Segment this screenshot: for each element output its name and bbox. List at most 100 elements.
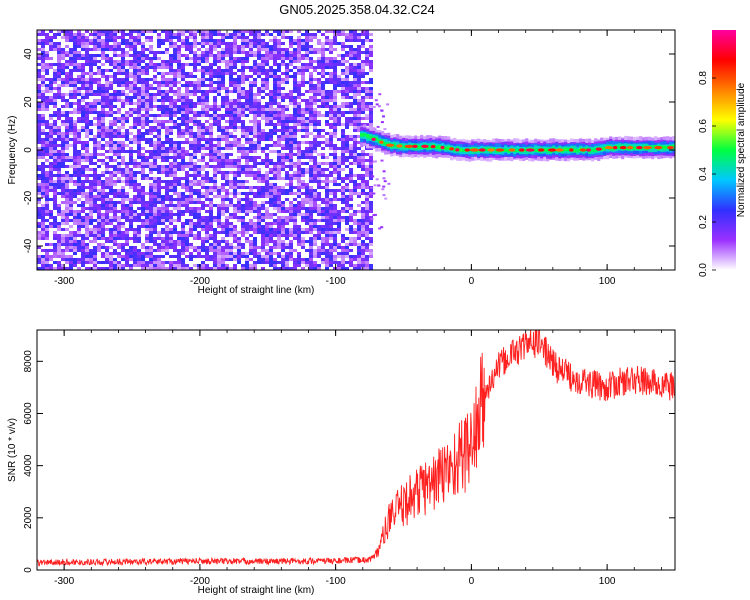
heatmap-cell [117,246,121,249]
heatmap-cell [125,240,129,243]
heatmap-cell [209,219,213,222]
heatmap-cell [261,72,265,75]
heatmap-cell [37,174,41,177]
heatmap-cell [149,219,153,222]
heatmap-cell [113,63,117,66]
heatmap-cell [357,129,361,132]
heatmap-cell [281,117,285,120]
heatmap-cell [305,120,309,123]
heatmap-cell [89,252,93,255]
heatmap-cell [185,123,189,126]
heatmap-cell [145,93,149,96]
heatmap-cell [201,216,205,219]
heatmap-cell [221,33,225,36]
heatmap-cell [49,66,53,69]
heatmap-cell [305,117,309,120]
heatmap-cell [229,162,233,165]
heatmap-cell [37,138,41,141]
heatmap-cell [201,78,205,81]
heatmap-cell [121,150,125,153]
heatmap-cell [73,180,77,183]
heatmap-cell [305,36,309,39]
heatmap-cell [189,84,193,87]
heatmap-cell [117,72,121,75]
heatmap-cell [361,243,365,246]
heatmap-cell [277,69,281,72]
heatmap-cell [265,213,269,216]
heatmap-cell [353,90,357,93]
heatmap-cell [233,111,237,114]
heatmap-cell [173,93,177,96]
heatmap-cell [249,81,253,84]
heatmap-cell [157,201,161,204]
heatmap-cell [165,120,169,123]
heatmap-cell [257,258,261,261]
heatmap-cell [289,144,293,147]
heatmap-cell [117,231,121,234]
heatmap-cell [113,123,117,126]
heatmap-cell [225,132,229,135]
heatmap-cell [265,93,269,96]
heatmap-cell [61,267,65,270]
heatmap-cell [85,177,89,180]
heatmap-cell [101,117,105,120]
heatmap-cell [133,195,137,198]
heatmap-cell [353,243,357,246]
heatmap-cell [257,39,261,42]
heatmap-cell [321,45,325,48]
heatmap-cell [85,225,89,228]
heatmap-cell [189,48,193,51]
heatmap-cell [253,231,257,234]
heatmap-cell [333,234,337,237]
heatmap-cell [193,45,197,48]
heatmap-cell [329,222,333,225]
heatmap-cell [157,198,161,201]
heatmap-cell [205,51,209,54]
heatmap-cell [113,99,117,102]
heatmap-cell [57,48,61,51]
heatmap-cell [101,231,105,234]
heatmap-cell [93,153,97,156]
heatmap-cell [361,60,365,63]
heatmap-cell [93,201,97,204]
heatmap-cell [257,48,261,51]
heatmap-cell [281,249,285,252]
heatmap-cell [305,186,309,189]
heatmap-cell [345,174,349,177]
heatmap-cell [185,63,189,66]
heatmap-cell [45,150,49,153]
heatmap-cell [269,57,273,60]
heatmap-cell [293,96,297,99]
heatmap-cell [353,108,357,111]
heatmap-cell [53,93,57,96]
heatmap-cell [329,72,333,75]
heatmap-cell [45,165,49,168]
heatmap-cell [57,111,61,114]
heatmap-cell [317,264,321,267]
heatmap-cell [49,216,53,219]
heatmap-cell [309,147,313,150]
heatmap-cell [197,90,201,93]
heatmap-cell [265,33,269,36]
heatmap-cell [53,189,57,192]
heatmap-cell [365,51,369,54]
heatmap-cell [293,48,297,51]
heatmap-cell [165,171,169,174]
heatmap-cell [53,159,57,162]
heatmap-cell [357,255,361,258]
heatmap-cell [289,165,293,168]
heatmap-cell [265,225,269,228]
heatmap-cell [161,90,165,93]
heatmap-cell [221,138,225,141]
heatmap-cell [365,93,369,96]
heatmap-cell [209,216,213,219]
heatmap-cell [293,51,297,54]
heatmap-cell [285,171,289,174]
heatmap-cell [201,57,205,60]
heatmap-cell [233,87,237,90]
heatmap-cell [229,36,233,39]
heatmap-cell [137,189,141,192]
heatmap-cell [265,207,269,210]
heatmap-cell [69,123,73,126]
heatmap-cell [49,213,53,216]
